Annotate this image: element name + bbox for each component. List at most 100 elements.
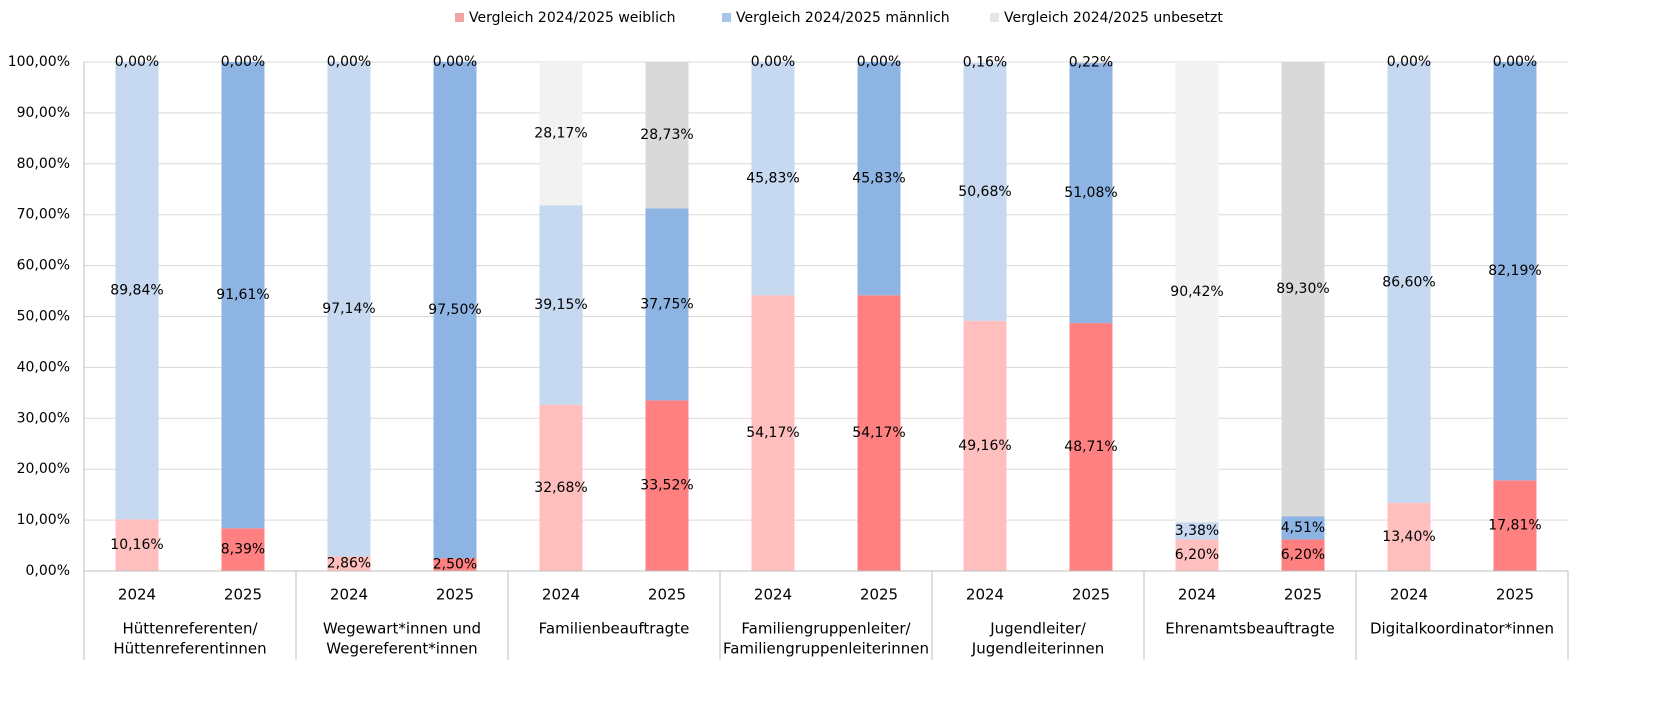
data-label: 97,50% bbox=[428, 302, 481, 318]
bar-segment bbox=[115, 519, 159, 571]
data-label: 51,08% bbox=[1064, 185, 1117, 201]
data-label: 86,60% bbox=[1382, 274, 1435, 290]
legend-label: Vergleich 2024/2025 unbesetzt bbox=[1004, 10, 1223, 26]
data-label: 2,86% bbox=[327, 556, 371, 572]
x-tick-label: 2025 bbox=[1496, 586, 1534, 604]
y-tick-label: 80,00% bbox=[17, 156, 70, 172]
x-tick-label: 2024 bbox=[542, 586, 580, 604]
bar-segment bbox=[963, 62, 1007, 321]
data-label: 0,00% bbox=[115, 54, 159, 70]
bar-segment bbox=[751, 295, 795, 571]
data-label: 49,16% bbox=[958, 438, 1011, 454]
data-label: 0,00% bbox=[327, 54, 371, 70]
bar-segment bbox=[221, 528, 265, 571]
y-tick-label: 100,00% bbox=[8, 54, 70, 70]
data-label: 82,19% bbox=[1488, 263, 1541, 279]
x-tick-label: 2024 bbox=[330, 586, 368, 604]
bar-segment bbox=[1387, 62, 1431, 503]
bar-segment bbox=[1281, 539, 1325, 571]
bar-segment bbox=[115, 62, 159, 520]
data-label: 0,22% bbox=[1069, 55, 1113, 71]
legend-label: Vergleich 2024/2025 weiblich bbox=[469, 10, 676, 26]
data-label: 48,71% bbox=[1064, 439, 1117, 455]
bar-segment bbox=[539, 62, 583, 206]
bar-segment bbox=[857, 295, 901, 571]
y-tick-label: 40,00% bbox=[17, 359, 70, 375]
data-label: 54,17% bbox=[746, 425, 799, 441]
data-label: 28,73% bbox=[640, 127, 693, 143]
group-label: Digitalkoordinator*innen bbox=[1370, 620, 1554, 638]
x-tick-label: 2024 bbox=[1390, 586, 1428, 604]
y-tick-label: 30,00% bbox=[17, 410, 70, 426]
legend-swatch bbox=[722, 13, 731, 22]
bar-segment bbox=[1175, 62, 1219, 523]
data-label: 33,52% bbox=[640, 478, 693, 494]
data-label: 54,17% bbox=[852, 425, 905, 441]
data-label: 6,20% bbox=[1175, 547, 1219, 563]
data-label: 6,20% bbox=[1281, 547, 1325, 563]
data-label: 39,15% bbox=[534, 297, 587, 313]
y-tick-label: 60,00% bbox=[17, 258, 70, 274]
group-label: Hüttenreferenten/ bbox=[122, 620, 258, 638]
bar-segment bbox=[1387, 502, 1431, 571]
data-label: 17,81% bbox=[1488, 518, 1541, 534]
bar-segment bbox=[1069, 61, 1113, 64]
data-label: 90,42% bbox=[1170, 284, 1223, 300]
data-label: 0,00% bbox=[1387, 54, 1431, 70]
bar-segment bbox=[327, 556, 371, 571]
bar-segment bbox=[963, 62, 1007, 63]
data-label: 50,68% bbox=[958, 184, 1011, 200]
data-label: 89,84% bbox=[110, 283, 163, 299]
bar-segment bbox=[1175, 539, 1219, 571]
bar-segment bbox=[1069, 323, 1113, 571]
bar-segment bbox=[539, 404, 583, 571]
data-label: 37,75% bbox=[640, 296, 693, 312]
x-tick-label: 2024 bbox=[1178, 586, 1216, 604]
data-label: 0,00% bbox=[1493, 54, 1537, 70]
bar-segment bbox=[857, 62, 901, 296]
bar-segment bbox=[1281, 61, 1325, 517]
x-tick-label: 2025 bbox=[436, 586, 474, 604]
bar-segment bbox=[221, 62, 265, 529]
y-tick-label: 90,00% bbox=[17, 105, 70, 121]
x-tick-label: 2024 bbox=[754, 586, 792, 604]
y-tick-label: 50,00% bbox=[17, 309, 70, 325]
bar-segment bbox=[1175, 522, 1219, 540]
x-tick-label: 2025 bbox=[860, 586, 898, 604]
group-label: Familiengruppenleiterinnen bbox=[723, 640, 929, 658]
x-tick-label: 2025 bbox=[1072, 586, 1110, 604]
data-label: 28,17% bbox=[534, 126, 587, 142]
legend-swatch bbox=[990, 13, 999, 22]
data-label: 3,38% bbox=[1175, 523, 1219, 539]
data-label: 0,00% bbox=[857, 54, 901, 70]
bar-segment bbox=[1281, 516, 1325, 540]
group-label: Hüttenreferentinnen bbox=[113, 640, 266, 658]
y-tick-label: 70,00% bbox=[17, 207, 70, 223]
data-label: 13,40% bbox=[1382, 529, 1435, 545]
y-tick-label: 0,00% bbox=[26, 563, 70, 579]
bar-segment bbox=[1069, 63, 1113, 324]
group-label: Jugendleiter/ bbox=[989, 620, 1087, 638]
group-label: Jugendleiterinnen bbox=[971, 640, 1104, 658]
y-tick-label: 20,00% bbox=[17, 461, 70, 477]
data-label: 8,39% bbox=[221, 542, 265, 558]
data-label: 45,83% bbox=[852, 171, 905, 187]
bar-segment bbox=[433, 558, 477, 571]
group-label: Familiengruppenleiter/ bbox=[741, 620, 911, 638]
x-tick-label: 2025 bbox=[648, 586, 686, 604]
bar-segment bbox=[963, 320, 1007, 571]
bar-segment bbox=[539, 205, 583, 405]
data-label: 0,00% bbox=[221, 54, 265, 70]
bar-segment bbox=[433, 62, 477, 559]
data-label: 0,00% bbox=[433, 54, 477, 70]
group-label: Ehrenamtsbeauftragte bbox=[1165, 620, 1334, 638]
group-label: Wegewart*innen und bbox=[323, 620, 481, 638]
x-tick-label: 2024 bbox=[118, 586, 156, 604]
bar-segment bbox=[645, 208, 689, 401]
data-label: 89,30% bbox=[1276, 281, 1329, 297]
bar-segment bbox=[645, 62, 689, 209]
bar-segment bbox=[751, 62, 795, 296]
bar-segment bbox=[327, 62, 371, 557]
data-label: 91,61% bbox=[216, 287, 269, 303]
